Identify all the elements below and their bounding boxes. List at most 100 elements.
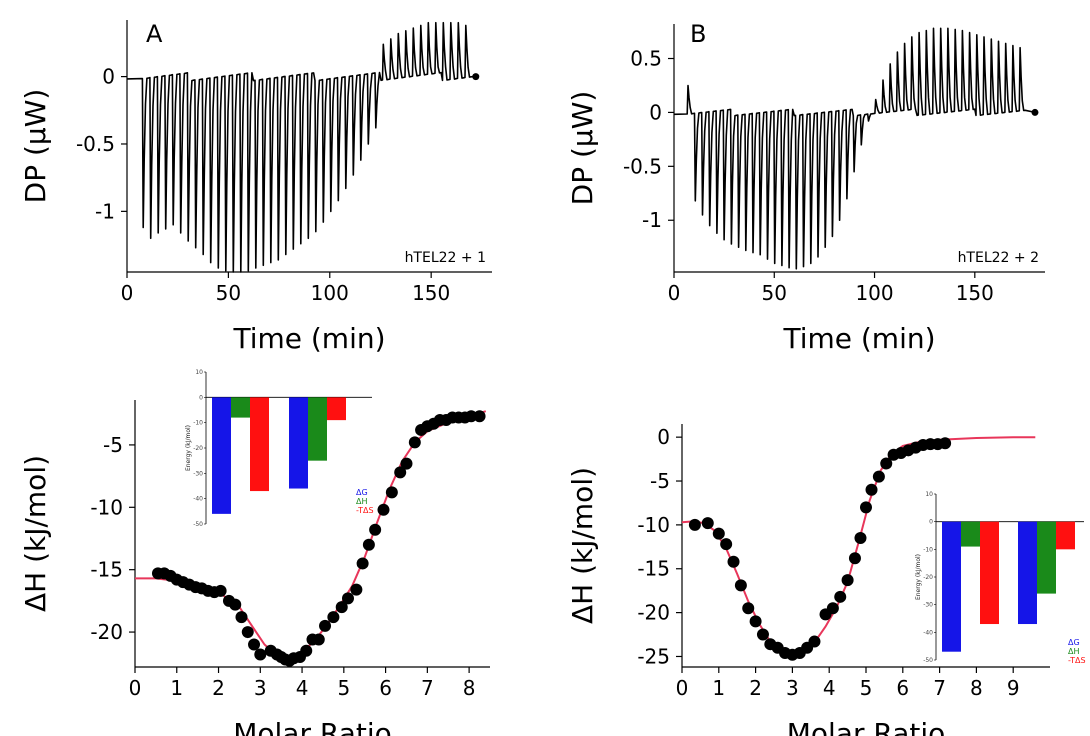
inset-y-axis-label: Energy (kJ/mol) [185, 425, 192, 471]
y-tick-label: -20 [90, 620, 123, 644]
inset-y-tick-label: -10 [193, 420, 203, 427]
x-tick-label: 2 [749, 676, 762, 700]
data-point [727, 555, 740, 568]
data-point [712, 527, 725, 540]
x-tick-label: 4 [296, 676, 309, 700]
inset-bar [212, 397, 231, 514]
data-point [826, 602, 839, 615]
data-point [939, 437, 952, 450]
sample-annotation: hTEL22 + 2 [958, 250, 1039, 266]
y-axis-label: DP (µW) [19, 89, 52, 204]
data-point [848, 552, 861, 565]
inset-y-tick-label: -30 [193, 470, 203, 477]
y-tick-label: -25 [637, 644, 670, 668]
inset-bar [961, 521, 980, 547]
data-point [248, 638, 261, 651]
inset-bar [980, 521, 999, 625]
x-axis-label: Time (min) [782, 322, 935, 355]
data-point [701, 517, 714, 530]
inset-bar [308, 397, 327, 461]
data-point [327, 611, 340, 624]
dp-trace [126, 21, 476, 273]
x-tick-label: 7 [421, 676, 434, 700]
data-point [720, 538, 733, 551]
x-tick-label: 0 [129, 676, 142, 700]
x-tick-label: 0 [676, 676, 689, 700]
inset-y-tick-label: -40 [193, 496, 203, 503]
x-axis-label: Molar Ratio [233, 717, 392, 736]
data-point [872, 470, 885, 483]
x-tick-label: 50 [216, 281, 241, 305]
data-point [241, 626, 254, 639]
inset-legend-entry: -TΔS [1068, 656, 1086, 665]
data-point [756, 628, 769, 641]
data-point [342, 592, 354, 605]
y-tick-label: -10 [637, 513, 670, 537]
data-point [254, 648, 267, 661]
inset-legend-entry: ΔH [356, 497, 368, 506]
inset-y-tick-label: -20 [923, 574, 933, 581]
y-tick-label: -1 [95, 199, 115, 223]
data-point [356, 557, 369, 570]
y-axis-label: ΔH (kJ/mol) [19, 455, 52, 612]
data-point [834, 590, 847, 603]
x-tick-label: 3 [254, 676, 267, 700]
inset-bar [942, 521, 961, 652]
data-point [385, 486, 398, 499]
data-point [229, 598, 242, 611]
inset-bar [327, 397, 346, 421]
data-point [854, 532, 867, 545]
y-tick-label: -0.5 [623, 154, 662, 178]
y-tick-label: 0 [649, 100, 662, 124]
y-tick-label: 0 [102, 65, 115, 89]
y-tick-label: -0.5 [76, 132, 115, 156]
x-tick-label: 8 [463, 676, 476, 700]
inset-y-tick-label: -30 [923, 602, 933, 609]
trace-end-marker [1031, 108, 1039, 116]
x-tick-label: 1 [712, 676, 725, 700]
inset-y-tick-label: 10 [195, 369, 203, 376]
x-tick-label: 2 [212, 676, 225, 700]
sample-annotation: hTEL22 + 1 [405, 250, 486, 266]
x-tick-label: 5 [860, 676, 873, 700]
data-point [369, 523, 382, 536]
data-point [688, 518, 701, 531]
data-point [749, 615, 762, 628]
dp-trace [673, 27, 1036, 270]
x-tick-label: 5 [337, 676, 350, 700]
data-point [841, 574, 854, 587]
data-point [808, 635, 821, 648]
x-tick-label: 6 [896, 676, 909, 700]
x-tick-label: 4 [823, 676, 836, 700]
panel-a-thermogram: 0 50 100 150 0 -0.5 -1 Time (min) DP (µW) AhTEL22… [19, 20, 492, 355]
data-point [394, 466, 407, 479]
inset-y-tick-label: 10 [925, 491, 933, 498]
data-point [319, 619, 332, 632]
x-tick-label: 6 [379, 676, 392, 700]
inset-y-tick-label: -40 [923, 629, 933, 636]
x-axis-label: Time (min) [232, 322, 385, 355]
inset-bar [1018, 521, 1037, 625]
panel-b-thermogram: 0 50 100 150 0.5 0 -0.5 -1 Time (min) DP (µW) BhTE… [566, 20, 1045, 355]
y-axis-label: ΔH (kJ/mol) [566, 467, 599, 624]
y-tick-label: -5 [650, 469, 670, 493]
data-point [300, 644, 313, 657]
y-tick-label: -5 [103, 433, 123, 457]
data-point [235, 611, 248, 624]
x-tick-label: 0 [668, 281, 681, 305]
x-tick-label: 100 [855, 281, 893, 305]
y-tick-label: 0 [657, 425, 670, 449]
data-point [400, 457, 413, 470]
data-point [377, 503, 390, 516]
y-axis-label: DP (µW) [566, 91, 599, 206]
inset-y-tick-label: 0 [929, 519, 933, 526]
panel-label: B [690, 20, 706, 48]
trace-end-marker [472, 73, 480, 81]
x-tick-label: 150 [956, 281, 994, 305]
inset-legend-entry: ΔG [1068, 638, 1080, 647]
data-point [473, 410, 486, 423]
inset-legend-entry: ΔG [356, 488, 368, 497]
x-axis-label: Molar Ratio [787, 717, 946, 736]
x-tick-label: 0 [121, 281, 134, 305]
